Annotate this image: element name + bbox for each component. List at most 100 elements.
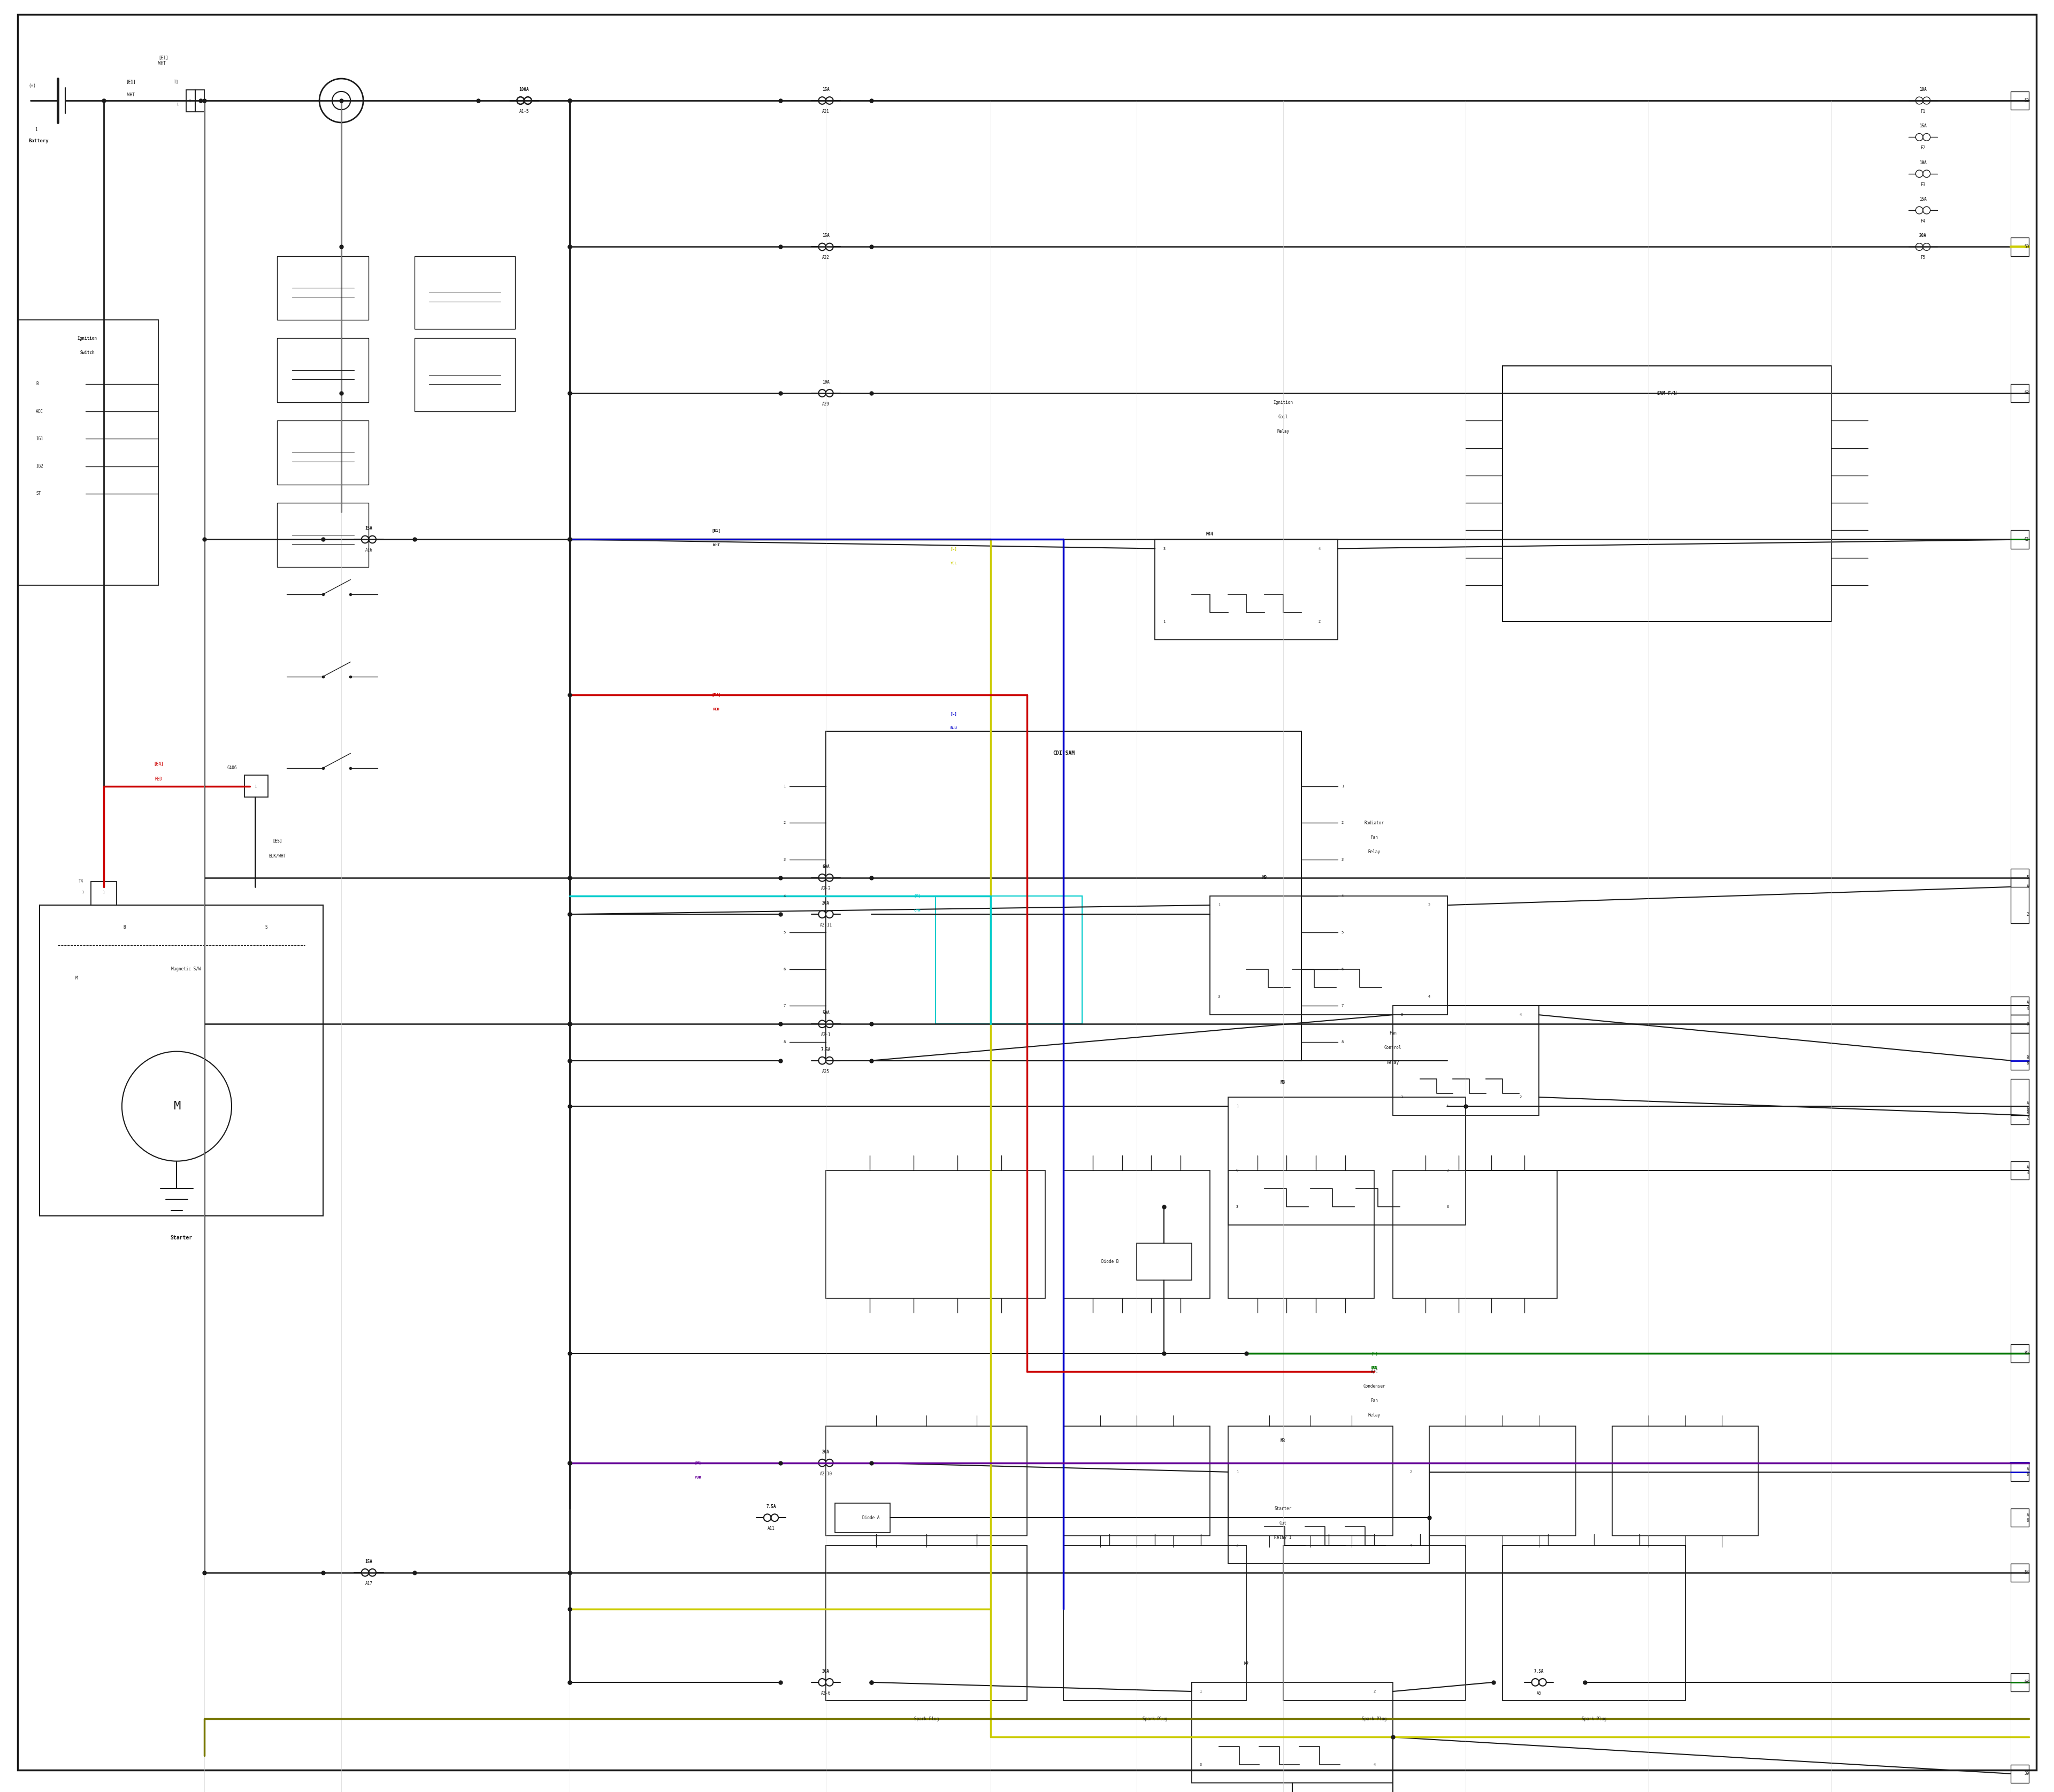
Text: 60A: 60A [822, 864, 830, 869]
Text: M9: M9 [1263, 874, 1267, 880]
Text: 20A: 20A [1918, 233, 1927, 238]
Text: 4: 4 [1428, 995, 1430, 998]
Text: [G]: [G] [1370, 1351, 1378, 1355]
Text: F3: F3 [1920, 183, 1925, 186]
Text: Relay: Relay [1368, 1412, 1380, 1417]
Text: RED: RED [154, 776, 162, 781]
Text: A: A [2027, 885, 2029, 889]
Text: C406: C406 [228, 765, 236, 771]
Text: F1: F1 [1920, 109, 1925, 115]
Text: 2: 2 [1374, 1690, 1376, 1693]
Text: 5: 5 [783, 932, 785, 934]
Text: M44: M44 [1206, 532, 1214, 536]
Bar [2011, 1079, 2029, 1115]
Text: 10A: 10A [1918, 88, 1927, 91]
Text: 1: 1 [1237, 1471, 1239, 1473]
Bar [2011, 1344, 2029, 1362]
Text: 4: 4 [1409, 1543, 1411, 1546]
Text: [K]: [K] [914, 894, 920, 898]
Bar [935, 896, 1082, 1023]
Text: A/C: A/C [1370, 1369, 1378, 1374]
Bar [826, 1170, 1045, 1297]
Text: Relay: Relay [1278, 428, 1290, 434]
Bar [187, 90, 203, 111]
Text: Relay: Relay [1386, 1061, 1399, 1064]
Text: A25: A25 [822, 1070, 830, 1073]
Bar [277, 339, 370, 401]
Text: 7: 7 [1341, 1004, 1343, 1007]
Bar [18, 321, 158, 586]
Text: BLK/WHT: BLK/WHT [269, 853, 286, 858]
Text: B: B [123, 925, 125, 930]
Text: [L]: [L] [951, 711, 957, 715]
Text: 6: 6 [783, 968, 785, 971]
Bar [2011, 1563, 2029, 1582]
Text: 1: 1 [103, 891, 105, 894]
Bar [1430, 1426, 1575, 1536]
Text: 1: 1 [35, 127, 37, 133]
Text: Relay: Relay [1368, 849, 1380, 855]
Text: A16: A16 [366, 548, 372, 552]
Text: [M]: [M] [694, 1460, 700, 1464]
Text: [L]: [L] [951, 547, 957, 550]
Text: Relay 1: Relay 1 [1273, 1536, 1292, 1541]
Bar [826, 731, 1302, 1061]
Text: 3: 3 [1401, 1012, 1403, 1016]
Bar [1136, 1244, 1191, 1279]
Text: 20A: 20A [822, 1450, 830, 1455]
Text: Starter: Starter [1273, 1505, 1292, 1511]
Text: 39: 39 [2023, 1770, 2029, 1776]
Text: Spark Plug: Spark Plug [1582, 1717, 1606, 1722]
Bar [1154, 539, 1337, 640]
Text: 2: 2 [1341, 821, 1343, 824]
Bar [1393, 1005, 1538, 1115]
Bar [836, 1503, 889, 1532]
Bar [2011, 238, 2029, 256]
Bar [2011, 996, 2029, 1014]
Text: [E4]: [E4] [154, 762, 164, 767]
Text: GRN: GRN [1370, 1366, 1378, 1369]
Bar [826, 1545, 1027, 1701]
Text: A2-10: A2-10 [820, 1471, 832, 1477]
Text: 8: 8 [783, 1041, 785, 1045]
Bar [1612, 1426, 1758, 1536]
Text: A
4: A 4 [2027, 1000, 2029, 1011]
Bar [277, 504, 370, 566]
Bar [277, 421, 370, 484]
Text: 1: 1 [1218, 903, 1220, 907]
Bar [1228, 1097, 1467, 1226]
Text: Spark Plug: Spark Plug [1142, 1717, 1167, 1722]
Text: BLU: BLU [951, 726, 957, 729]
Text: 10A: 10A [1918, 159, 1927, 165]
Text: 20A: 20A [822, 901, 830, 905]
Text: 68: 68 [2023, 391, 2029, 396]
Text: A29: A29 [822, 401, 830, 407]
Text: 1: 1 [1163, 620, 1165, 624]
Bar [826, 1426, 1027, 1536]
Text: A11: A11 [768, 1527, 774, 1530]
Text: T4: T4 [78, 878, 84, 883]
Text: 2: 2 [1428, 903, 1430, 907]
Text: 58: 58 [2023, 99, 2029, 102]
Text: 0: 0 [1237, 1168, 1239, 1172]
Text: 4: 4 [1374, 1763, 1376, 1767]
Text: ST: ST [37, 491, 41, 496]
Text: M3: M3 [1280, 1439, 1286, 1443]
Text: [E1]: [E1] [125, 81, 136, 84]
Text: 1: 1 [177, 102, 179, 106]
Text: Fan: Fan [1389, 1030, 1397, 1036]
Text: A2-1: A2-1 [822, 1032, 830, 1038]
Text: M: M [74, 977, 78, 980]
Text: Battery: Battery [29, 138, 49, 143]
Text: Spark Plug: Spark Plug [1362, 1717, 1386, 1722]
Text: 7.5A: 7.5A [766, 1503, 776, 1509]
Bar [2011, 383, 2029, 401]
Bar [2011, 878, 2029, 923]
Text: Diode B: Diode B [1101, 1260, 1119, 1263]
Text: 10A: 10A [822, 380, 830, 385]
Bar [2011, 1106, 2029, 1125]
Bar [2011, 1509, 2029, 1527]
Text: 3: 3 [1200, 1763, 1202, 1767]
Bar [244, 776, 269, 797]
Bar [277, 256, 370, 321]
